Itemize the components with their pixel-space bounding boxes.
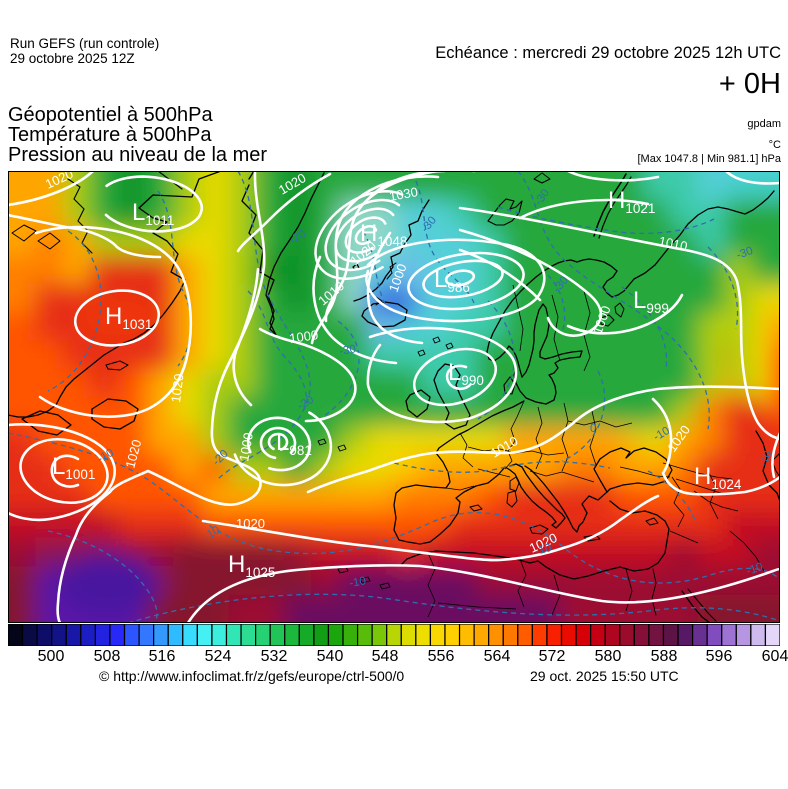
svg-text:1020: 1020: [168, 373, 186, 404]
svg-text:-30: -30: [338, 343, 356, 358]
svg-text:1010: 1010: [657, 233, 688, 254]
svg-text:-10: -10: [348, 575, 366, 590]
svg-text:1020: 1020: [236, 516, 265, 531]
svg-text:1000: 1000: [236, 431, 256, 462]
svg-text:1020: 1020: [122, 438, 144, 470]
svg-text:1030: 1030: [388, 184, 419, 204]
svg-text:-30: -30: [735, 245, 755, 262]
svg-text:0: 0: [590, 423, 596, 435]
svg-text:-10: -10: [745, 561, 765, 578]
svg-text:1000: 1000: [288, 327, 319, 346]
svg-text:-10: -10: [534, 542, 553, 558]
svg-text:-10: -10: [758, 449, 775, 469]
